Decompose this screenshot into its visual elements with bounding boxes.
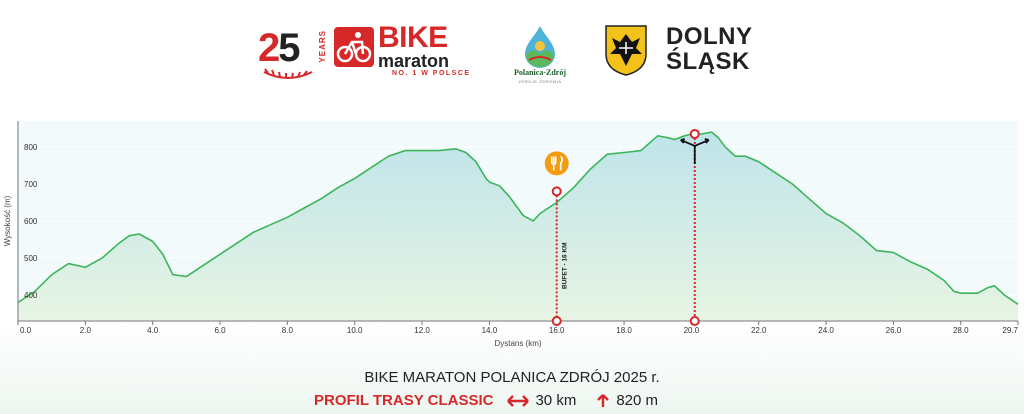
- bike-tagline: NO. 1 W POLSCE: [392, 70, 471, 77]
- markers: BUFET - 16 KM: [544, 128, 710, 326]
- x-tick-label: 2.0: [80, 326, 92, 335]
- polanica-name: Polanica-Zdrój: [514, 68, 566, 77]
- x-tick-label: 10.0: [347, 326, 363, 335]
- marker-dot-bottom: [689, 316, 700, 326]
- polanica-logo: Polanica-Zdrój ZDROJE ZDROWIA: [505, 24, 575, 96]
- dolny-slask-logo: DOLNY ŚLĄSK: [604, 24, 774, 80]
- route-distance: 30 km: [535, 392, 577, 409]
- footer-title: BIKE MARATON POLANICA ZDRÓJ 2025 r.: [364, 369, 660, 386]
- x-tick-label: 6.0: [214, 326, 226, 335]
- laurel-icon: [263, 68, 313, 79]
- x-tick-label: 16.0: [549, 326, 565, 335]
- x-tick-label: 0.0: [20, 326, 32, 335]
- y-tick-label: 700: [24, 180, 38, 189]
- y-tick-label: 500: [24, 254, 38, 263]
- anniversary-number: 25: [258, 26, 301, 71]
- route-elevation: 820 m: [616, 392, 659, 409]
- maraton-word: maraton: [378, 51, 450, 71]
- dolny-line1: DOLNY: [666, 23, 753, 50]
- x-tick-label: 22.0: [751, 326, 767, 335]
- water-drop-icon: [525, 26, 555, 68]
- bufet-label: BUFET - 16 KM: [562, 242, 569, 289]
- y-tick-label: 400: [24, 291, 38, 300]
- x-tick-label: 26.0: [886, 326, 902, 335]
- x-tick-label: 12.0: [414, 326, 430, 335]
- footer-background: [0, 322, 1024, 414]
- x-tick-label: 4.0: [147, 326, 159, 335]
- y-tick-label: 800: [24, 143, 38, 152]
- x-tick-label: 29.7: [1002, 326, 1018, 335]
- elevation-line: [17, 131, 1019, 305]
- double-arrow-icon: [507, 394, 530, 407]
- dolny-slask-text: DOLNY ŚLĄSK: [666, 24, 753, 74]
- anniversary-digit-2: 2: [258, 26, 280, 70]
- elevation-area: [18, 132, 1018, 321]
- x-tick-label: 28.0: [953, 326, 969, 335]
- x-tick-label: 14.0: [482, 326, 498, 335]
- logo-bar: 25 YEARS BIKE maraton NO. 1 W POLSCE Pol…: [0, 0, 1024, 108]
- cyclist-icon: [334, 27, 374, 67]
- marker-dot-bottom: [551, 316, 562, 326]
- y-axis-label: Wysokość (m): [3, 195, 12, 246]
- dolny-line2: ŚLĄSK: [666, 48, 750, 75]
- food-icon: [544, 151, 569, 176]
- marker-dot-top: [551, 186, 562, 197]
- x-tick-label: 24.0: [818, 326, 834, 335]
- anniversary-logo: 25 YEARS: [258, 26, 328, 82]
- x-tick-label: 8.0: [282, 326, 294, 335]
- anniversary-digit-5: 5: [278, 26, 300, 70]
- marker-dot-top: [689, 128, 700, 139]
- footer-subtitle-row: PROFIL TRASY CLASSIC 30 km 820 m: [314, 392, 672, 409]
- split-arrows-icon: [680, 138, 710, 164]
- x-tick-label: 18.0: [616, 326, 632, 335]
- axes: 400 500 600 700 800 0.0 2.0 4.0 6.0 8.0 10.0 12.0 14…: [17, 121, 1019, 335]
- up-arrow-icon: [597, 393, 610, 407]
- x-tick-label: 20.0: [684, 326, 700, 335]
- bike-maraton-logo: BIKE maraton NO. 1 W POLSCE: [334, 21, 474, 79]
- x-axis-label: Dystans (km): [494, 339, 541, 348]
- elevation-chart: 400 500 600 700 800 0.0 2.0 4.0 6.0 8.0 10.0 12.0 14…: [3, 121, 1019, 348]
- polanica-subtitle: ZDROJE ZDROWIA: [518, 79, 562, 84]
- route-profile-label: PROFIL TRASY CLASSIC: [314, 392, 494, 409]
- y-tick-label: 600: [24, 217, 38, 226]
- eagle-crest-icon: [605, 25, 647, 76]
- bike-word: BIKE: [378, 21, 448, 54]
